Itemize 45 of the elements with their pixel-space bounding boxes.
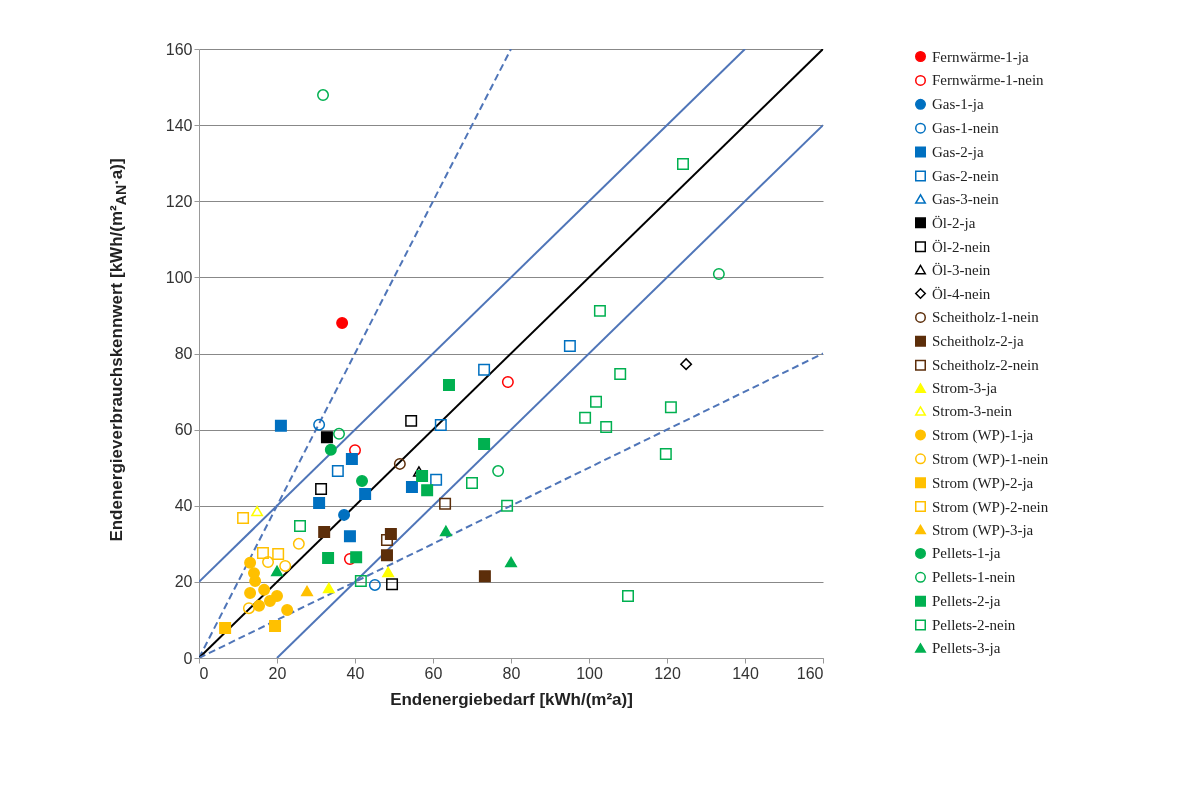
y-tick-label: 80 [174,345,193,362]
legend-label: Gas-3-nein [932,190,1000,207]
legend-label: Strom (WP)-1-nein [932,450,1049,468]
x-tick-label: 140 [732,664,759,682]
y-tick-label: 140 [165,116,193,134]
legend-label: Strom (WP)-2-nein [932,498,1049,516]
x-tick-label: 60 [424,664,443,682]
legend-label: Strom (WP)-2-ja [932,474,1034,492]
y-tick-label: 160 [165,40,193,58]
y-tick-label: 100 [165,268,193,286]
legend-label: Scheitholz-2-nein [932,357,1040,374]
x-axis-title: Endenergiebedarf [kWh/(m²a)] [390,689,633,709]
legend-label: Pellets-2-ja [932,593,1001,610]
legend-label: Öl-2-ja [932,214,976,231]
y-tick-label: 60 [174,421,193,439]
legend-label: Fernwärme-1-nein [932,72,1045,89]
y-tick-label: 40 [174,497,193,515]
legend-label: Strom (WP)-1-ja [932,426,1034,444]
legend-label: Strom-3-nein [932,403,1013,419]
x-tick-label: 100 [576,664,603,682]
legend-label: Strom-3-ja [932,380,998,397]
x-tick-label: 80 [502,664,521,682]
legend-label: Pellets-1-ja [932,545,1001,562]
legend-label: Pellets-3-ja [932,640,1001,656]
y-tick-label: 20 [174,573,193,591]
legend-label: Strom (WP)-3-ja [932,521,1034,539]
x-tick-label: 120 [654,664,681,682]
legend-label: Gas-1-ja [932,96,984,113]
legend-label: Gas-2-ja [932,144,984,161]
legend-label: Pellets-2-nein [932,617,1016,634]
x-tick-label: 40 [346,664,365,682]
y-tick-label: 0 [183,649,193,667]
legend-label: Öl-2-nein [932,238,991,255]
x-tick-label: 20 [268,664,287,682]
legend-label: Scheitholz-1-nein [932,309,1040,326]
legend-label: Pellets-1-nein [932,569,1016,586]
legend-label: Öl-4-nein [932,285,991,302]
x-tick-label: 160 [796,664,824,682]
legend-label: Scheitholz-2-ja [932,333,1024,350]
legend-label: Gas-1-nein [932,120,1000,137]
legend-label: Öl-3-nein [932,261,991,278]
legend-label: Fernwärme-1-ja [932,48,1029,65]
x-tick-label: 0 [199,664,209,682]
legend-label: Gas-2-nein [932,168,1000,184]
y-tick-label: 120 [165,192,193,210]
